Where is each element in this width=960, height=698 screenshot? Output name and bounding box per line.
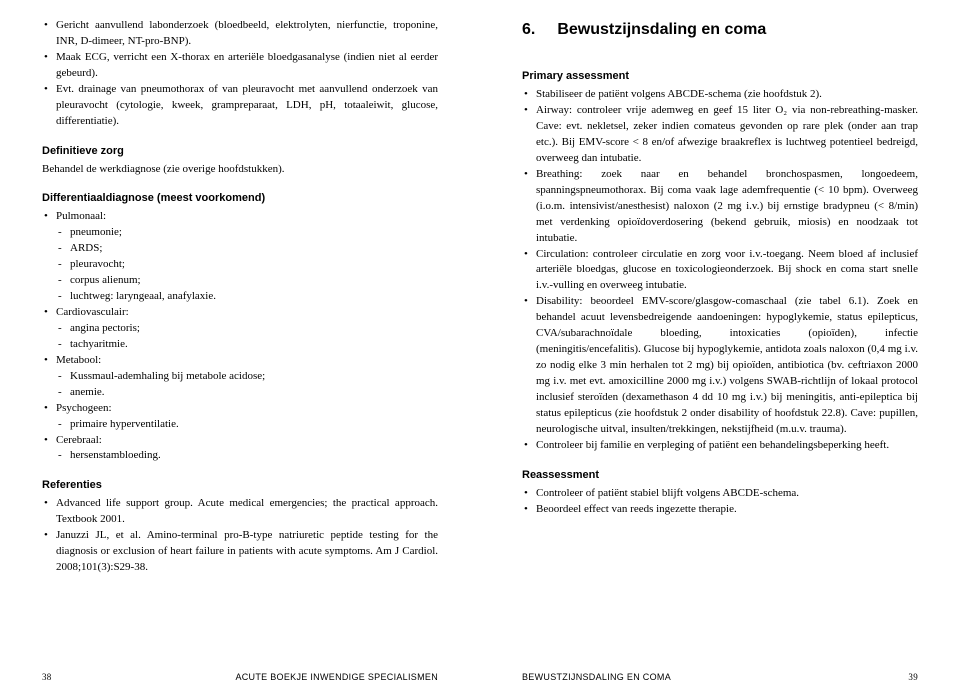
sub-list: angina pectoris; tachyaritmie. xyxy=(56,321,438,353)
top-bullet-list: Gericht aanvullend labonderzoek (bloedbe… xyxy=(42,18,438,130)
chapter-name: Bewustzijnsdaling en coma xyxy=(557,21,766,38)
list-item: pleuravocht; xyxy=(56,257,438,273)
page-right-content: 6. Bewustzijnsdaling en coma Primary asse… xyxy=(522,18,918,671)
sub-list: Kussmaul-ademhaling bij metabole acidose… xyxy=(56,369,438,401)
primary-assessment-heading: Primary assessment xyxy=(522,69,918,85)
page-left-content: Gericht aanvullend labonderzoek (bloedbe… xyxy=(42,18,438,671)
list-item: Breathing: zoek naar en behandel broncho… xyxy=(522,167,918,247)
list-item: Pulmonaal: pneumonie; ARDS; pleuravocht;… xyxy=(42,209,438,305)
list-item: Airway: controleer vrije ademweg en geef… xyxy=(522,103,918,167)
references-heading: Referenties xyxy=(42,478,438,494)
reassessment-list: Controleer of patiënt stabiel blijft vol… xyxy=(522,486,918,518)
list-item: Psychogeen: primaire hyperventilatie. xyxy=(42,401,438,433)
diff-label: Cardiovasculair: xyxy=(56,306,129,318)
running-head: BEWUSTZIJNSDALING EN COMA xyxy=(522,671,671,684)
list-item: Gericht aanvullend labonderzoek (bloedbe… xyxy=(42,18,438,50)
diff-label: Metabool: xyxy=(56,354,101,366)
list-item: pneumonie; xyxy=(56,225,438,241)
references-list: Advanced life support group. Acute medic… xyxy=(42,496,438,576)
differential-heading: Differentiaaldiagnose (meest voorkomend) xyxy=(42,191,438,207)
sub-list: pneumonie; ARDS; pleuravocht; corpus ali… xyxy=(56,225,438,305)
primary-assessment-list: Stabiliseer de patiënt volgens ABCDE-sch… xyxy=(522,87,918,454)
sub-list: primaire hyperventilatie. xyxy=(56,417,438,433)
list-item: Controleer bij familie en verpleging of … xyxy=(522,438,918,454)
page-spread: Gericht aanvullend labonderzoek (bloedbe… xyxy=(0,0,960,698)
list-item: tachyaritmie. xyxy=(56,337,438,353)
list-item: Disability: beoordeel EMV-score/glasgow-… xyxy=(522,294,918,437)
list-item: Metabool: Kussmaul-ademhaling bij metabo… xyxy=(42,353,438,401)
list-item: Controleer of patiënt stabiel blijft vol… xyxy=(522,486,918,502)
chapter-number: 6. xyxy=(522,18,535,41)
list-item: primaire hyperventilatie. xyxy=(56,417,438,433)
list-item: Advanced life support group. Acute medic… xyxy=(42,496,438,528)
list-item: corpus alienum; xyxy=(56,273,438,289)
sub-list: hersenstambloeding. xyxy=(56,448,438,464)
running-head: ACUTE BOEKJE INWENDIGE SPECIALISMEN xyxy=(235,671,438,684)
page-right: 6. Bewustzijnsdaling en coma Primary asse… xyxy=(480,0,960,698)
list-item: Kussmaul-ademhaling bij metabole acidose… xyxy=(56,369,438,385)
list-item: ARDS; xyxy=(56,241,438,257)
list-item: Januzzi JL, et al. Amino-terminal pro-B-… xyxy=(42,528,438,576)
list-item: Cardiovasculair: angina pectoris; tachya… xyxy=(42,305,438,353)
list-item: hersenstambloeding. xyxy=(56,448,438,464)
reassessment-heading: Reassessment xyxy=(522,468,918,484)
page-number: 39 xyxy=(908,671,918,684)
footer-left: 38 ACUTE BOEKJE INWENDIGE SPECIALISMEN xyxy=(42,671,438,684)
list-item: Evt. drainage van pneumothorax of van pl… xyxy=(42,82,438,130)
definitieve-zorg-text: Behandel de werkdiagnose (zie overige ho… xyxy=(42,162,438,178)
differential-list: Pulmonaal: pneumonie; ARDS; pleuravocht;… xyxy=(42,209,438,464)
list-item: Stabiliseer de patiënt volgens ABCDE-sch… xyxy=(522,87,918,103)
list-item: Maak ECG, verricht een X-thorax en arter… xyxy=(42,50,438,82)
definitieve-zorg-heading: Definitieve zorg xyxy=(42,144,438,160)
diff-label: Cerebraal: xyxy=(56,434,102,446)
list-item: anemie. xyxy=(56,385,438,401)
footer-right: BEWUSTZIJNSDALING EN COMA 39 xyxy=(522,671,918,684)
list-item: Beoordeel effect van reeds ingezette the… xyxy=(522,502,918,518)
diff-label: Psychogeen: xyxy=(56,402,112,414)
list-item: angina pectoris; xyxy=(56,321,438,337)
list-item: Circulation: controleer circulatie en zo… xyxy=(522,247,918,295)
list-item: Cerebraal: hersenstambloeding. xyxy=(42,433,438,465)
chapter-title: 6. Bewustzijnsdaling en coma xyxy=(522,18,918,41)
page-left: Gericht aanvullend labonderzoek (bloedbe… xyxy=(0,0,480,698)
diff-label: Pulmonaal: xyxy=(56,210,106,222)
page-number: 38 xyxy=(42,671,52,684)
list-item: luchtweg: laryngeaal, anafylaxie. xyxy=(56,289,438,305)
